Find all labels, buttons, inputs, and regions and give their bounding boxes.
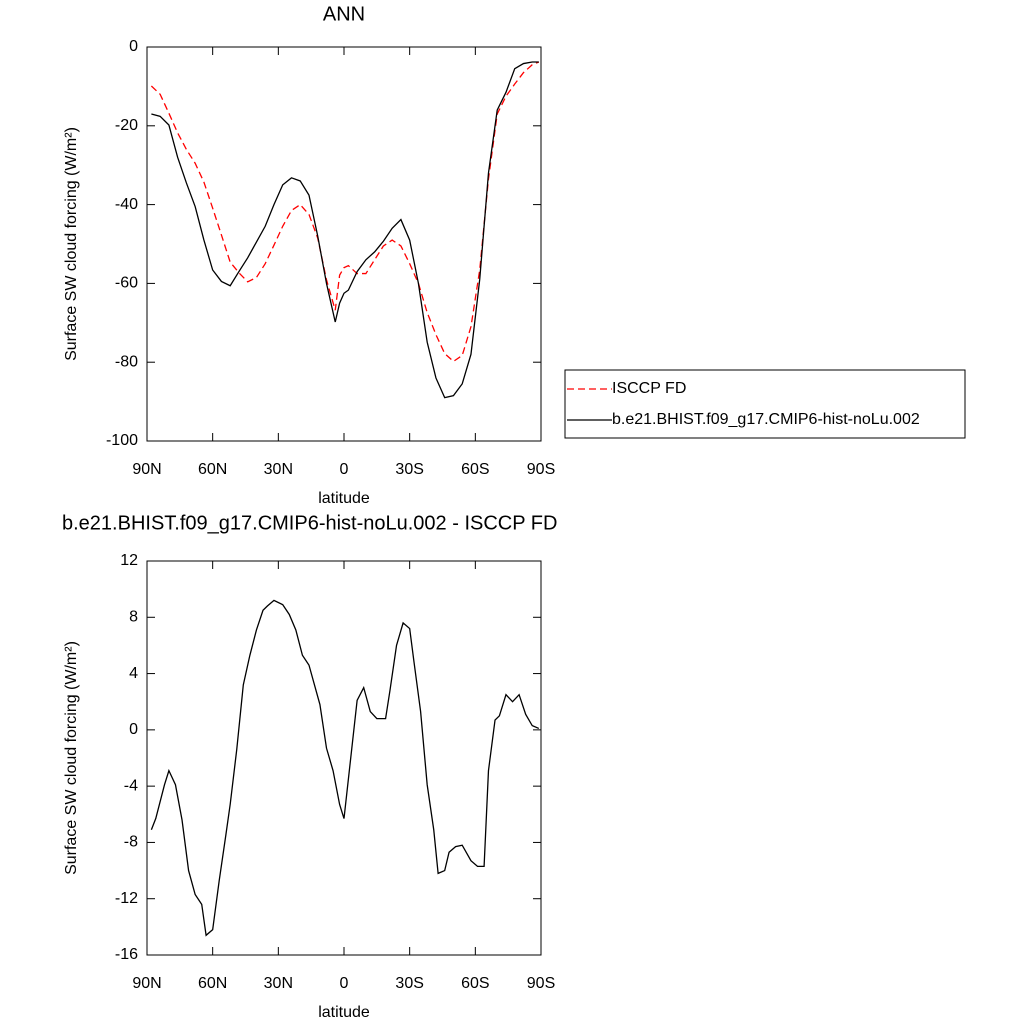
chart-title: ANN	[323, 3, 365, 25]
x-tick-label: 90S	[527, 975, 555, 992]
y-tick-label: -40	[115, 196, 138, 213]
x-tick-label: 60N	[198, 461, 227, 478]
y-axis-label: Surface SW cloud forcing (W/m²)	[63, 127, 80, 361]
data-line	[151, 61, 539, 399]
y-tick-label: -8	[124, 834, 138, 851]
x-tick-label: 90N	[132, 975, 161, 992]
legend-frame	[564, 369, 966, 439]
legend-label: b.e21.BHIST.f09_g17.CMIP6-hist-noLu.002	[612, 411, 920, 428]
y-tick-label: -80	[115, 353, 138, 370]
chart-title: b.e21.BHIST.f09_g17.CMIP6-hist-noLu.002 …	[62, 512, 557, 534]
legend-label: ISCCP FD	[612, 380, 686, 397]
y-axis-label: Surface SW cloud forcing (W/m²)	[63, 641, 80, 875]
y-tick-label: -60	[115, 275, 138, 292]
x-tick-label: 30S	[395, 461, 423, 478]
y-tick-label: 12	[120, 552, 138, 569]
y-tick-label: 8	[129, 609, 138, 626]
x-tick-label: 60S	[461, 975, 489, 992]
y-tick-label: -12	[115, 890, 138, 907]
data-line	[150, 61, 540, 363]
x-tick-label: 60N	[198, 975, 227, 992]
y-tick-label: -16	[115, 946, 138, 963]
x-tick-label: 30N	[264, 975, 293, 992]
x-tick-label: 90S	[527, 461, 555, 478]
x-axis-label: latitude	[318, 1004, 370, 1021]
x-axis-label: latitude	[318, 490, 370, 507]
y-tick-label: 0	[129, 38, 138, 55]
y-tick-label: -4	[124, 777, 138, 794]
data-line	[150, 599, 540, 937]
x-tick-label: 60S	[461, 461, 489, 478]
y-tick-label: -100	[106, 432, 138, 449]
y-tick-label: 4	[129, 665, 138, 682]
y-tick-label: -20	[115, 117, 138, 134]
y-tick-label: 0	[129, 721, 138, 738]
x-tick-label: 90N	[132, 461, 161, 478]
x-tick-label: 0	[340, 461, 349, 478]
x-tick-label: 30N	[264, 461, 293, 478]
x-tick-label: 30S	[395, 975, 423, 992]
x-tick-label: 0	[340, 975, 349, 992]
plot-frame	[146, 560, 542, 956]
